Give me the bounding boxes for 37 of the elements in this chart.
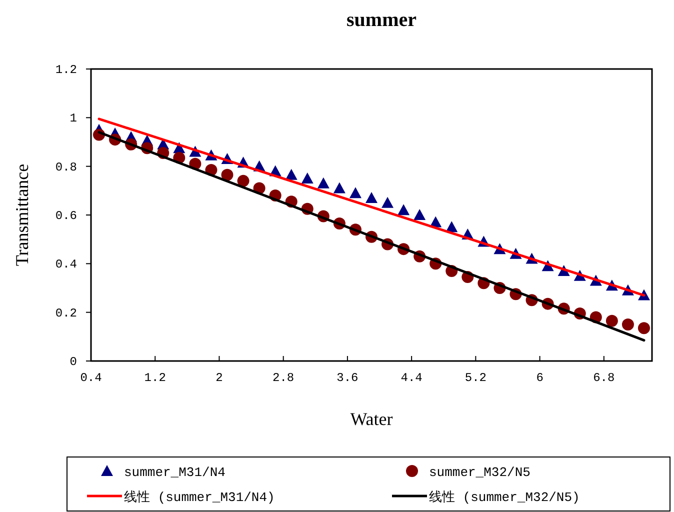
point: [622, 318, 634, 330]
point: [221, 168, 234, 181]
point: [414, 209, 426, 220]
point: [317, 177, 330, 188]
point: [301, 172, 314, 184]
x-axis-title: Water: [350, 409, 393, 429]
legend-label: 线性 (summer_M32/N5): [429, 490, 580, 505]
x-tick-label: 1.2: [144, 371, 166, 385]
legend-label: summer_M31/N4: [124, 465, 226, 480]
y-tick-label: 1.2: [55, 63, 77, 77]
y-tick-label: 0.2: [55, 306, 77, 320]
y-tick-label: 0.4: [55, 258, 77, 272]
point: [382, 196, 394, 208]
chart-title: summer: [346, 9, 417, 31]
x-tick-label: 6: [536, 371, 544, 385]
point: [285, 168, 298, 180]
y-tick-label: 1: [70, 112, 77, 126]
x-tick-label: 4.4: [400, 371, 422, 385]
point: [237, 174, 250, 187]
x-tick-label: 6.8: [593, 371, 615, 385]
x-tick-label: 2: [216, 371, 223, 385]
legend-label: 线性 (summer_M31/N4): [124, 490, 275, 505]
point: [333, 182, 346, 194]
point: [366, 192, 378, 203]
x-tick-label: 2.8: [272, 371, 294, 385]
x-tick-label: 5.2: [464, 371, 486, 385]
x-tick-label: 0.4: [80, 371, 102, 385]
y-tick-label: 0.8: [55, 160, 77, 174]
point: [349, 187, 362, 198]
y-axis-title: Transmittance: [12, 164, 32, 266]
legend-label: summer_M32/N5: [429, 465, 530, 480]
y-tick-label: 0.6: [55, 209, 77, 223]
y-tick-label: 0: [70, 355, 77, 369]
point: [606, 314, 618, 327]
x-tick-label: 3.6: [336, 371, 358, 385]
point: [398, 204, 410, 216]
point: [638, 322, 650, 334]
